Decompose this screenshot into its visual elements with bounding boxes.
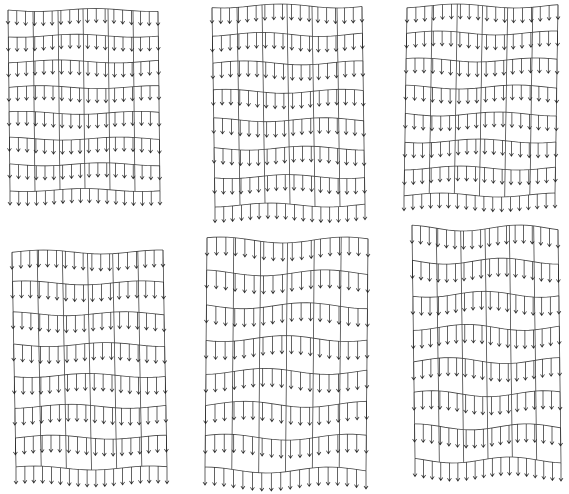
arrow-row (212, 174, 367, 195)
grid-column-line (261, 4, 266, 204)
arrow-row (404, 31, 560, 51)
arrow-row (209, 4, 365, 25)
arrow-row (10, 280, 166, 303)
arrow-row (12, 404, 169, 426)
arrow-row (402, 139, 559, 159)
arrow-row (204, 237, 371, 262)
grid-row-line (9, 188, 161, 192)
arrow-row (412, 457, 564, 482)
grid-column-line (508, 225, 513, 458)
arrow-row (7, 188, 163, 207)
arrow-row (6, 85, 162, 104)
arrow-row (210, 32, 365, 53)
arrow-row (410, 291, 562, 317)
arrow-row (204, 302, 370, 328)
grid-column-line (286, 4, 291, 205)
arrow-row (211, 117, 366, 138)
arrow-row (10, 311, 167, 334)
arrow-row (7, 162, 162, 181)
grid-column-line (336, 7, 341, 207)
arrow-row (204, 269, 370, 295)
grid-column-line (107, 8, 111, 190)
vector-grid-panel (9, 249, 170, 488)
arrow-row (6, 59, 161, 78)
grid-column-line (311, 6, 316, 207)
arrow-row (412, 423, 563, 449)
arrow-row (13, 435, 169, 457)
arrow-row (203, 401, 369, 426)
arrow-row (5, 8, 161, 27)
arrow-row (6, 111, 162, 130)
vector-grid-panel (202, 236, 371, 492)
grid-column-line (460, 230, 465, 463)
arrow-row (403, 85, 559, 105)
grid-column-line (435, 228, 440, 463)
grid-column-line (484, 228, 489, 459)
arrow-row (210, 60, 366, 82)
grid-column-line (87, 253, 92, 471)
arrow-row (212, 203, 368, 224)
grid-row-line (206, 236, 369, 244)
grid-column-line (504, 7, 509, 197)
grid-column-line (533, 225, 538, 460)
arrow-row (211, 146, 367, 167)
arrow-row (403, 112, 559, 132)
vector-grid-panel (401, 3, 561, 213)
arrow-row (7, 137, 162, 155)
grid-column-line (258, 241, 262, 473)
grid-column-line (285, 242, 288, 472)
vector-grid-panel (409, 224, 564, 482)
grid-column-line (311, 239, 315, 469)
arrow-row (9, 250, 166, 272)
arrow-row (402, 166, 558, 186)
grid-column-line (529, 7, 534, 195)
grid-column-line (112, 253, 118, 469)
arrow-row (11, 342, 167, 365)
arrow-row (403, 58, 560, 78)
arrow-row (411, 324, 562, 350)
arrow-row (13, 466, 170, 488)
grid-column-line (32, 11, 36, 192)
grid-column-line (57, 10, 61, 190)
arrow-row (203, 368, 370, 394)
arrow-row (202, 467, 369, 492)
arrow-row (6, 34, 161, 53)
arrow-row (411, 357, 562, 383)
arrow-row (410, 258, 561, 284)
grid-column-line (428, 5, 433, 194)
arrow-row (404, 4, 561, 24)
vector-grid-panel (209, 3, 368, 224)
arrow-row (409, 225, 561, 250)
arrow-row (12, 373, 168, 396)
grid-column-line (453, 3, 458, 194)
vector-grid-panel (5, 8, 163, 207)
arrow-row (203, 335, 370, 361)
arrow-row (401, 193, 558, 213)
arrow-row (411, 390, 563, 416)
arrow-row (203, 434, 369, 459)
grid-column-line (137, 251, 143, 467)
grid-column-line (479, 5, 483, 197)
grid-column-line (236, 7, 241, 206)
grid-column-line (61, 250, 67, 469)
grid-column-line (82, 8, 86, 189)
arrow-row (211, 89, 366, 110)
